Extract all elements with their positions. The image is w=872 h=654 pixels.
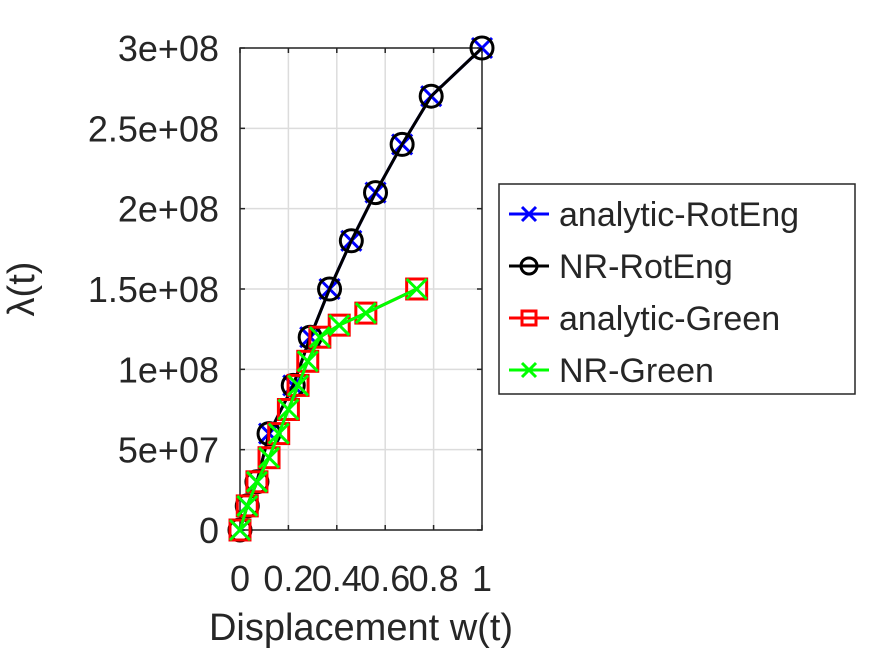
data-point bbox=[418, 83, 444, 109]
data-point bbox=[354, 302, 377, 325]
data-point-stroke bbox=[228, 518, 252, 542]
data-point bbox=[277, 398, 300, 421]
x-tick-label: 1 bbox=[472, 558, 492, 599]
data-point-stroke bbox=[354, 302, 377, 325]
data-point bbox=[267, 422, 290, 445]
legend-swatch-marker bbox=[520, 205, 538, 223]
data-point bbox=[286, 373, 310, 397]
legend-swatch-marker-stroke bbox=[520, 361, 538, 379]
legend-swatch-marker bbox=[520, 309, 538, 327]
legend-box bbox=[498, 183, 856, 395]
x-axis-label: Displacement w(t) bbox=[209, 607, 513, 649]
y-tick-label: 1.5e+08 bbox=[88, 269, 219, 310]
data-point bbox=[228, 518, 252, 542]
data-point bbox=[267, 422, 291, 446]
data-point bbox=[245, 470, 269, 493]
data-point-stroke bbox=[328, 314, 351, 337]
data-point bbox=[236, 494, 259, 517]
y-tick-labels: 0 5e+07 1e+08 1.5e+08 2e+08 2.5e+08 3e+08 bbox=[88, 28, 219, 551]
data-point bbox=[245, 470, 269, 494]
data-point-stroke bbox=[405, 277, 428, 301]
legend-item: NR-Green bbox=[509, 352, 714, 390]
data-point bbox=[338, 228, 364, 254]
legend-item: NR-RotEng bbox=[509, 248, 733, 286]
legend-label: analytic-Green bbox=[559, 300, 780, 338]
data-point bbox=[405, 277, 429, 301]
x-tick-label: 0.8 bbox=[409, 558, 459, 599]
data-point bbox=[389, 131, 415, 157]
data-point-stroke bbox=[287, 374, 310, 397]
data-point bbox=[296, 350, 319, 373]
legend-label: analytic-RotEng bbox=[559, 196, 799, 234]
data-point bbox=[327, 313, 351, 337]
y-tick-label: 5e+07 bbox=[118, 430, 219, 471]
data-point bbox=[363, 180, 389, 206]
data-point bbox=[354, 301, 378, 325]
legend-swatch-marker bbox=[520, 361, 538, 379]
legend-label: NR-Green bbox=[559, 352, 714, 390]
legend-label: NR-RotEng bbox=[559, 248, 733, 286]
data-point-stroke bbox=[236, 494, 259, 517]
y-tick-label: 1e+08 bbox=[118, 349, 219, 390]
y-tick-label: 2e+08 bbox=[118, 189, 219, 230]
legend: analytic-RotEng NR-RotEng analytic-Green NR… bbox=[498, 183, 856, 395]
y-axis-label: λ(t) bbox=[1, 262, 43, 317]
x-tick-label: 0 bbox=[230, 558, 250, 599]
legend-item: analytic-RotEng bbox=[509, 196, 799, 234]
x-tick-label: 0.2 bbox=[263, 558, 313, 599]
data-point bbox=[276, 398, 300, 421]
data-point bbox=[257, 446, 281, 469]
series-NR-Green bbox=[228, 277, 428, 542]
x-tick-label: 0.4 bbox=[312, 558, 362, 599]
series-line bbox=[238, 287, 418, 531]
data-point-stroke bbox=[308, 326, 331, 349]
y-tick-label: 3e+08 bbox=[118, 28, 219, 69]
y-tick-label: 0 bbox=[199, 510, 219, 551]
data-point bbox=[257, 446, 281, 470]
data-point bbox=[228, 518, 252, 542]
data-point bbox=[405, 277, 428, 301]
data-point-stroke bbox=[245, 470, 269, 493]
data-point bbox=[308, 326, 331, 349]
series-group bbox=[227, 35, 495, 543]
data-point bbox=[328, 314, 351, 337]
x-tick-labels: 0 0.20.40.60.8 1 bbox=[230, 558, 492, 599]
data-point bbox=[317, 276, 343, 302]
legend-swatch-marker-stroke bbox=[520, 205, 538, 223]
data-point-stroke bbox=[296, 350, 319, 373]
x-tick-label: 0.6 bbox=[360, 558, 410, 599]
data-point-stroke bbox=[257, 446, 281, 469]
legend-item: analytic-Green bbox=[509, 300, 780, 338]
data-point-stroke bbox=[267, 422, 290, 445]
legend-swatch-marker bbox=[519, 256, 539, 276]
data-point bbox=[469, 35, 495, 61]
data-point bbox=[235, 494, 259, 518]
y-tick-label: 2.5e+08 bbox=[88, 108, 219, 149]
data-point bbox=[296, 349, 320, 373]
data-point bbox=[308, 325, 332, 349]
data-point bbox=[287, 374, 310, 397]
data-point-stroke bbox=[277, 398, 300, 421]
